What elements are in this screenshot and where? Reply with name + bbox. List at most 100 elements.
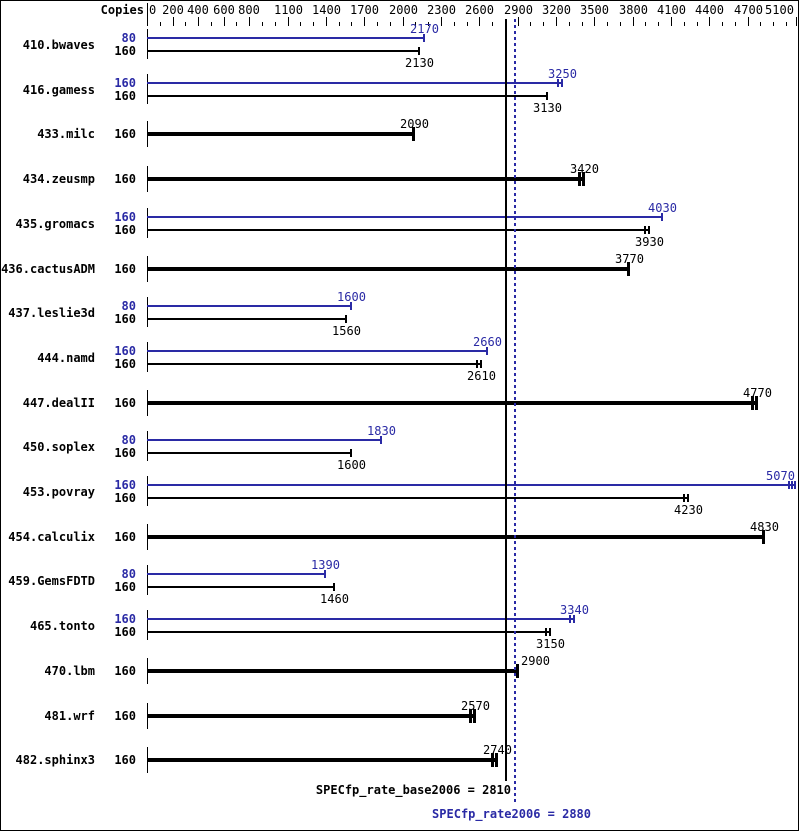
row-baseline — [147, 342, 148, 372]
bar-end-tick — [557, 79, 559, 87]
benchmark-name: 434.zeusmp — [22, 172, 95, 186]
bar-end-tick — [644, 226, 646, 234]
row-baseline — [147, 297, 148, 327]
bar-end-tick — [788, 481, 790, 489]
bar-end-tick — [661, 213, 663, 221]
copies-label: 160 — [114, 223, 136, 237]
copies-label: 160 — [114, 612, 136, 626]
benchmark-name: 453.povray — [22, 485, 95, 499]
bar-end-tick — [418, 47, 420, 55]
copies-label: 160 — [114, 172, 136, 186]
bar-end-tick — [755, 396, 758, 410]
axis-minor-tick — [390, 22, 391, 26]
bar-end-tick — [473, 709, 476, 723]
axis-minor-tick — [735, 22, 736, 26]
bar-end-tick — [324, 570, 326, 578]
copies-label: 160 — [114, 446, 136, 460]
axis-tick-label: 2000 — [389, 3, 418, 17]
value-label: 3930 — [635, 235, 664, 249]
axis-tick-label: 800 — [238, 3, 260, 17]
axis-tick-label: 5100 — [765, 3, 794, 17]
copies-label: 160 — [114, 625, 136, 639]
axis-major-tick — [709, 17, 710, 26]
bar-end-tick — [469, 709, 472, 723]
ref-line-peak — [514, 19, 516, 805]
row-baseline — [147, 29, 148, 59]
axis-minor-tick — [351, 22, 352, 26]
bar-end-tick — [578, 172, 581, 186]
bar-end-tick — [423, 34, 425, 42]
copies-label: 160 — [114, 478, 136, 492]
axis-tick-label: 2900 — [504, 3, 533, 17]
bar-peak — [147, 618, 574, 620]
axis-major-tick — [594, 17, 595, 26]
value-label: 4830 — [750, 520, 779, 534]
bar-base — [147, 669, 518, 673]
bar-end-tick — [648, 226, 650, 234]
bar-peak — [147, 37, 424, 39]
bar-end-tick — [333, 583, 335, 591]
axis-minor-tick — [339, 22, 340, 26]
axis-major-tick — [249, 17, 250, 26]
bar-peak — [147, 350, 487, 352]
value-label: 2130 — [405, 56, 434, 70]
value-label: 1460 — [320, 592, 349, 606]
bar-end-tick — [627, 262, 630, 276]
axis-minor-tick — [492, 22, 493, 26]
bar-base — [147, 586, 334, 588]
copies-label: 160 — [114, 76, 136, 90]
copies-label: 160 — [114, 357, 136, 371]
bar-base — [147, 631, 550, 633]
bar-peak — [147, 82, 562, 84]
axis-tick-label: 1100 — [274, 3, 303, 17]
value-label: 4230 — [674, 503, 703, 517]
bar-base — [147, 363, 481, 365]
bar-end-tick — [350, 302, 352, 310]
bar-end-tick — [549, 628, 551, 636]
value-label: 2900 — [521, 654, 550, 668]
value-label: 4030 — [648, 201, 677, 215]
copies-label: 160 — [114, 89, 136, 103]
bar-base — [147, 535, 764, 539]
benchmark-name: 447.dealII — [22, 396, 95, 410]
axis-minor-tick — [543, 22, 544, 26]
bar-end-tick — [495, 753, 498, 767]
copies-label: 80 — [121, 567, 136, 581]
benchmark-name: 450.soplex — [22, 440, 95, 454]
benchmark-name: 433.milc — [37, 127, 95, 141]
bar-end-tick — [569, 615, 571, 623]
axis-major-tick — [479, 17, 480, 26]
bar-peak — [147, 305, 351, 307]
benchmark-name: 470.lbm — [44, 664, 95, 678]
bar-end-tick — [762, 530, 765, 544]
bar-end-tick — [491, 753, 494, 767]
axis-minor-tick — [607, 22, 608, 26]
benchmark-name: 436.cactusADM — [1, 262, 95, 276]
bar-base — [147, 267, 629, 271]
value-label: 2170 — [410, 22, 439, 36]
value-label: 3250 — [548, 67, 577, 81]
axis-minor-tick — [313, 22, 314, 26]
benchmark-name: 465.tonto — [29, 619, 95, 633]
axis-tick-label: 0 — [149, 3, 157, 17]
copies-label: 160 — [114, 210, 136, 224]
copies-label: 160 — [114, 44, 136, 58]
bar-base — [147, 132, 414, 136]
bar-end-tick — [794, 481, 796, 489]
value-label: 5070 — [766, 469, 795, 483]
copies-label: 160 — [114, 664, 136, 678]
bar-peak — [147, 216, 662, 218]
benchmark-name: 454.calculix — [8, 530, 95, 544]
bar-end-tick — [545, 628, 547, 636]
axis-minor-tick — [454, 22, 455, 26]
bar-end-tick — [476, 360, 478, 368]
axis-minor-tick — [428, 22, 429, 26]
copies-label: 160 — [114, 262, 136, 276]
bar-end-tick — [380, 436, 382, 444]
bar-end-tick — [350, 449, 352, 457]
axis-major-tick — [173, 17, 174, 26]
axis-tick-label: 2600 — [465, 3, 494, 17]
bar-base — [147, 758, 497, 762]
row-baseline — [147, 74, 148, 104]
axis-major-tick — [748, 17, 749, 26]
